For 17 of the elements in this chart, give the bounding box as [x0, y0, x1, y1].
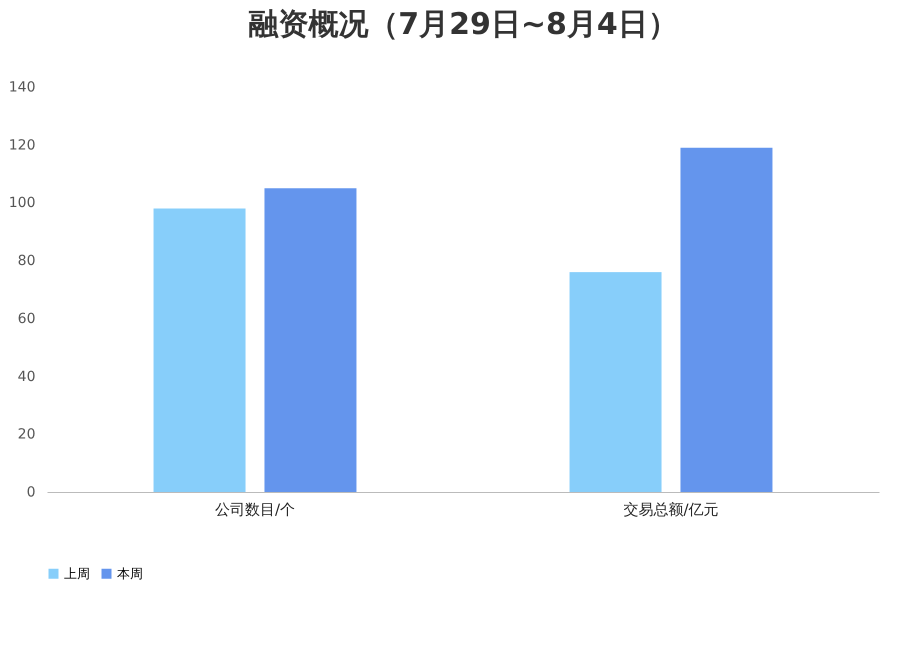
- bar: [570, 272, 662, 492]
- y-tick-label: 60: [18, 310, 36, 327]
- y-tick-label: 40: [18, 368, 36, 385]
- y-tick-label: 80: [18, 253, 36, 270]
- x-tick-label: 公司数目/个: [214, 500, 296, 518]
- bar: [154, 208, 246, 492]
- y-tick-label: 100: [8, 195, 36, 212]
- y-tick-label: 140: [8, 80, 36, 96]
- bar: [680, 148, 772, 492]
- y-tick-label: 120: [8, 137, 36, 154]
- y-tick-label: 0: [26, 484, 36, 500]
- legend-label: 上周: [64, 566, 90, 582]
- y-tick-label: 20: [18, 426, 36, 443]
- x-tick-label: 交易总额/亿元: [623, 500, 719, 518]
- legend-label: 本周: [117, 566, 143, 582]
- bar: [264, 188, 356, 492]
- chart-title: 融资概况（7月29日~8月4日）: [248, 7, 678, 42]
